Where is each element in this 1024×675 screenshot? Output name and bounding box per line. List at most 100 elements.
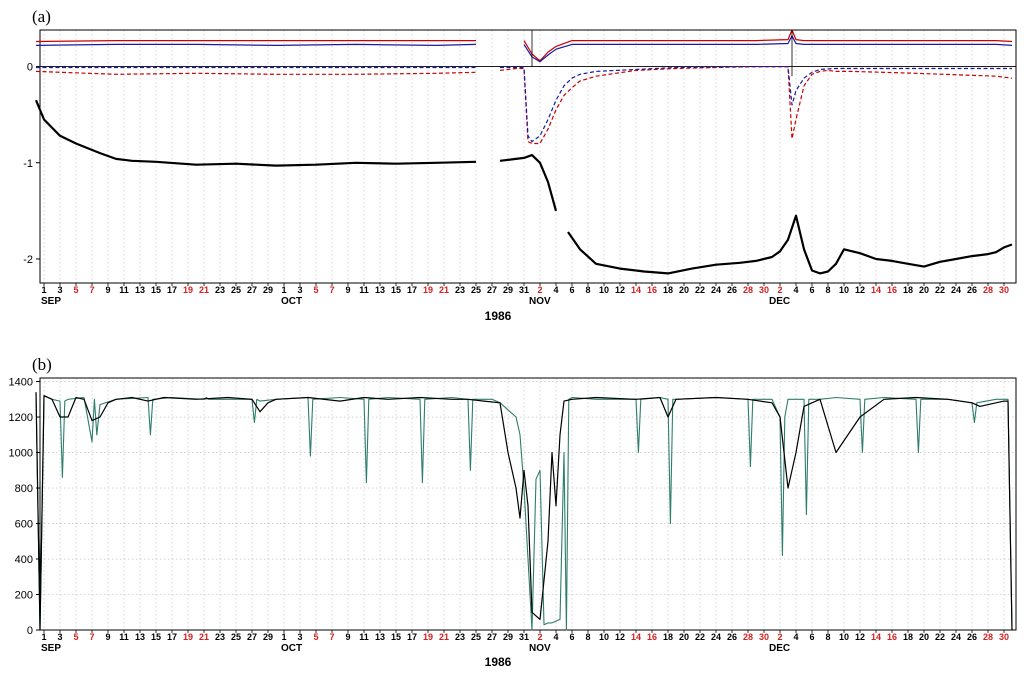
- x-tick-label: 17: [407, 285, 417, 295]
- y-tick-label: -1: [23, 158, 33, 170]
- x-tick-label: 10: [599, 632, 609, 642]
- month-label: DEC: [769, 643, 790, 654]
- x-tick-label: 25: [231, 285, 241, 295]
- x-tick-label: 26: [727, 632, 737, 642]
- x-tick-label: 23: [215, 285, 225, 295]
- month-label: NOV: [529, 296, 551, 307]
- x-tick-label: 28: [743, 632, 753, 642]
- x-tick-label: 11: [359, 285, 369, 295]
- series-line-4: [34, 99, 1013, 275]
- x-tick-label: 31: [519, 285, 529, 295]
- x-tick-label: 25: [471, 632, 481, 642]
- x-tick-label: 11: [119, 632, 129, 642]
- x-tick-label: 20: [679, 632, 689, 642]
- y-tick-label: 200: [15, 590, 33, 602]
- panel-0: 0-1-21 3 5 7 9 11 13 15 17 19 21 23 25 27 29 1 3 5 7 9 11 13 1…: [23, 7, 1017, 323]
- x-tick-label: 30: [999, 285, 1009, 295]
- x-tick-label: 22: [935, 632, 945, 642]
- x-tick-label: 7: [329, 632, 334, 642]
- y-tick-label: -2: [23, 254, 33, 266]
- x-tick-label: 27: [247, 285, 257, 295]
- x-tick-label: 31: [519, 632, 529, 642]
- x-tick-label: 18: [663, 285, 673, 295]
- x-tick-label: 2: [777, 632, 782, 642]
- x-tick-label: 2: [777, 285, 782, 295]
- x-tick-label: 1: [281, 285, 286, 295]
- plot-frame: [39, 377, 1017, 631]
- x-tick-label: 14: [871, 285, 881, 295]
- x-tick-label: 30: [759, 632, 769, 642]
- month-label: SEP: [41, 296, 61, 307]
- x-tick-label: 24: [951, 285, 961, 295]
- x-tick-label: 19: [183, 632, 193, 642]
- x-tick-label: 4: [793, 285, 798, 295]
- month-label: OCT: [281, 643, 302, 654]
- x-tick-label: 21: [439, 285, 449, 295]
- x-tick-label: 2: [537, 632, 542, 642]
- series-line-1: [35, 35, 1013, 63]
- x-tick-label: 10: [839, 632, 849, 642]
- x-tick-label: 13: [135, 285, 145, 295]
- x-tick-label: 23: [455, 285, 465, 295]
- month-label: OCT: [281, 296, 302, 307]
- x-tick-label: 7: [89, 285, 94, 295]
- month-label: NOV: [529, 643, 551, 654]
- x-tick-label: 27: [487, 285, 497, 295]
- x-tick-label: 26: [967, 285, 977, 295]
- x-tick-label: 2: [537, 285, 542, 295]
- x-tick-label: 25: [231, 632, 241, 642]
- x-tick-label: 1: [41, 632, 46, 642]
- x-tick-label: 29: [263, 285, 273, 295]
- x-tick-label: 16: [647, 285, 657, 295]
- x-tick-label: 1: [281, 632, 286, 642]
- x-tick-label: 5: [73, 632, 78, 642]
- y-tick-label: 400: [15, 554, 33, 566]
- y-tick-label: 800: [15, 483, 33, 495]
- x-tick-label: 8: [825, 285, 830, 295]
- x-tick-label: 20: [919, 285, 929, 295]
- x-tick-label: 6: [809, 285, 814, 295]
- x-tick-label: 14: [631, 632, 641, 642]
- x-tick-label: 24: [711, 285, 721, 295]
- year-label: 1986: [485, 309, 512, 323]
- series-line-3: [36, 66, 1012, 143]
- month-label: DEC: [769, 296, 790, 307]
- x-tick-label: 10: [839, 285, 849, 295]
- y-tick-label: 0: [27, 62, 33, 74]
- x-tick-label: 10: [599, 285, 609, 295]
- x-tick-label: 22: [695, 285, 705, 295]
- x-tick-label: 27: [487, 632, 497, 642]
- x-tick-label: 6: [569, 632, 574, 642]
- x-tick-label: 12: [855, 632, 865, 642]
- x-tick-label: 6: [569, 285, 574, 295]
- x-tick-label: 9: [345, 285, 350, 295]
- panel-label: (a): [32, 7, 51, 26]
- x-tick-label: 28: [983, 632, 993, 642]
- x-tick-label: 9: [105, 632, 110, 642]
- x-tick-label: 26: [727, 285, 737, 295]
- x-tick-label: 13: [375, 285, 385, 295]
- x-tick-label: 16: [647, 632, 657, 642]
- x-tick-label: 3: [297, 632, 302, 642]
- x-tick-label: 7: [329, 285, 334, 295]
- x-tick-label: 18: [903, 632, 913, 642]
- x-tick-label: 12: [855, 285, 865, 295]
- y-tick-label: 1400: [9, 377, 33, 389]
- x-tick-label: 13: [375, 632, 385, 642]
- plot-frame: [39, 29, 1017, 284]
- x-tick-label: 3: [297, 285, 302, 295]
- x-tick-label: 8: [585, 632, 590, 642]
- year-label: 1986: [485, 655, 512, 669]
- x-tick-label: 5: [73, 285, 78, 295]
- x-tick-label: 14: [631, 285, 641, 295]
- y-tick-label: 1200: [9, 412, 33, 424]
- x-tick-label: 24: [951, 632, 961, 642]
- x-tick-label: 19: [183, 285, 193, 295]
- x-tick-label: 13: [135, 632, 145, 642]
- panel-label: (b): [32, 355, 52, 374]
- x-tick-label: 4: [793, 632, 798, 642]
- x-tick-label: 19: [423, 632, 433, 642]
- x-tick-label: 1: [41, 285, 46, 295]
- x-tick-label: 23: [215, 632, 225, 642]
